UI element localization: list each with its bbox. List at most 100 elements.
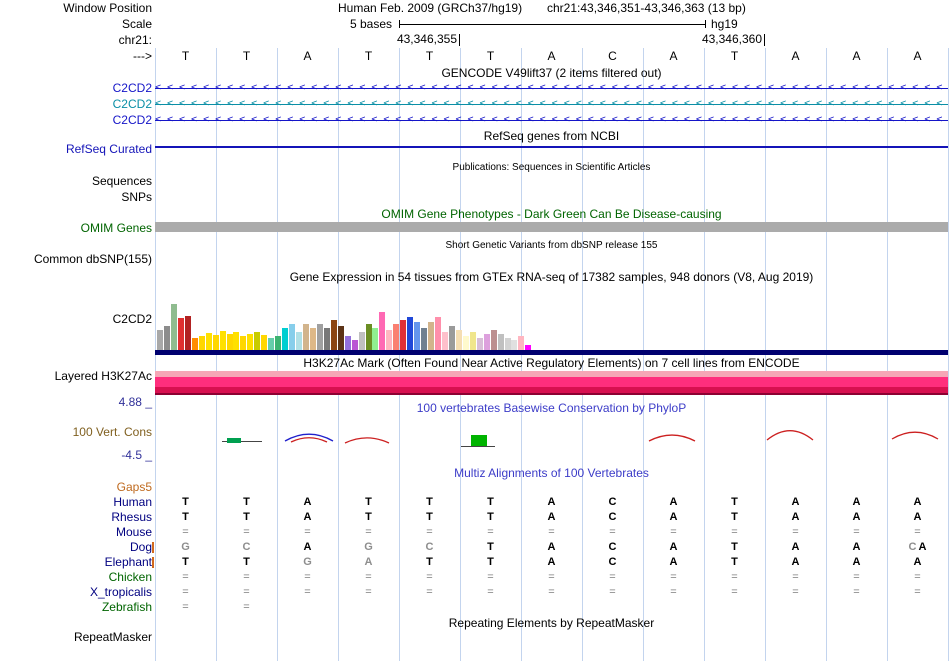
- gtex-expression-bar[interactable]: [400, 320, 407, 350]
- gtex-expression-bar[interactable]: [163, 326, 170, 350]
- gtex-expression-bar[interactable]: [170, 304, 177, 350]
- snps-label[interactable]: SNPs: [121, 190, 152, 204]
- common-dbsnp-label[interactable]: Common dbSNP(155): [33, 252, 152, 266]
- gtex-expression-bar[interactable]: [497, 334, 504, 350]
- alignment-base: =: [487, 586, 494, 598]
- refseq-curated-label[interactable]: RefSeq Curated: [65, 142, 152, 156]
- species-label-mouse[interactable]: Mouse: [115, 525, 152, 539]
- alignment-base: [887, 600, 948, 615]
- layered-h3k27ac-label[interactable]: Layered H3K27Ac: [54, 369, 152, 383]
- alignment-base: [521, 600, 582, 615]
- gtex-expression-bar[interactable]: [330, 320, 337, 350]
- gtex-expression-bar[interactable]: [407, 317, 414, 350]
- species-label-chicken[interactable]: Chicken: [108, 570, 152, 584]
- gtex-expression-bar[interactable]: [289, 324, 296, 350]
- gtex-expression-bar[interactable]: [282, 328, 289, 350]
- species-label-human[interactable]: Human: [113, 495, 152, 509]
- gtex-expression-bar[interactable]: [184, 316, 191, 350]
- gtex-expression-bar[interactable]: [372, 328, 379, 350]
- gtex-expression-bar[interactable]: [386, 330, 393, 350]
- gtex-gene-label[interactable]: C2CD2: [112, 312, 152, 326]
- gtex-expression-bar[interactable]: [247, 334, 254, 350]
- gtex-expression-bar[interactable]: [483, 334, 490, 350]
- strand-arrow[interactable]: --->: [133, 49, 152, 63]
- gtex-expression-bar[interactable]: [268, 338, 275, 350]
- alignment-base: A: [913, 511, 922, 523]
- gtex-expression-bar[interactable]: [469, 332, 476, 350]
- gtex-expression-bar[interactable]: [351, 340, 358, 350]
- gtex-expression-bar[interactable]: [490, 330, 497, 350]
- publications-track-title: Publications: Sequences in Scientific Ar…: [452, 162, 651, 173]
- gtex-expression-bar[interactable]: [337, 326, 344, 350]
- gtex-expression-bar[interactable]: [511, 340, 518, 350]
- gtex-expression-bar[interactable]: [302, 324, 309, 350]
- species-label-elephant[interactable]: Elephant: [104, 555, 152, 569]
- gtex-expression-bar[interactable]: [518, 336, 525, 350]
- gtex-expression-bar[interactable]: [296, 332, 302, 350]
- gtex-expression-bar[interactable]: [344, 336, 351, 350]
- alignment-base: [338, 600, 399, 615]
- gtex-track-title: Gene Expression in 54 tissues from GTEx …: [289, 270, 814, 284]
- alignment-base: T: [487, 556, 494, 568]
- gene-label-c2cd2[interactable]: C2CD2: [112, 113, 152, 127]
- gtex-expression-bar[interactable]: [240, 336, 247, 350]
- sequences-label[interactable]: Sequences: [91, 174, 152, 188]
- gtex-expression-bar[interactable]: [414, 322, 421, 350]
- refseq-gene-line[interactable]: [155, 146, 948, 148]
- gaps-row-label[interactable]: Gaps5: [116, 480, 152, 494]
- gene-label-c2cd2[interactable]: C2CD2: [112, 81, 152, 95]
- gtex-expression-bar[interactable]: [219, 331, 226, 350]
- species-label-zebrafish[interactable]: Zebrafish: [101, 600, 152, 614]
- gtex-expression-bar[interactable]: [323, 328, 330, 350]
- h3k27ac-signal[interactable]: [155, 371, 948, 395]
- gtex-bar-chart[interactable]: [155, 290, 948, 350]
- gtex-expression-bar[interactable]: [205, 333, 212, 350]
- species-label-x_tropicalis[interactable]: X_tropicalis: [89, 585, 152, 599]
- gtex-expression-bar[interactable]: [157, 330, 163, 350]
- gtex-expression-bar[interactable]: [365, 324, 372, 350]
- gtex-expression-bar[interactable]: [198, 336, 205, 350]
- gene-transcript[interactable]: <<<<<<<<<<<<<<<<<<<<<<<<<<<<<<<<<<<<<<<<…: [155, 96, 948, 112]
- repeatmasker-label[interactable]: RepeatMasker: [73, 630, 152, 644]
- gencode-track[interactable]: C2CD2 <<<<<<<<<<<<<<<<<<<<<<<<<<<<<<<<<<<…: [0, 80, 950, 128]
- gtex-gene-model-bar[interactable]: [155, 350, 948, 355]
- gtex-expression-bar[interactable]: [309, 328, 316, 350]
- gtex-expression-bar[interactable]: [448, 326, 455, 350]
- gtex-expression-bar[interactable]: [435, 317, 441, 350]
- gtex-expression-bar[interactable]: [504, 338, 511, 350]
- gtex-expression-bar[interactable]: [261, 335, 268, 350]
- conservation-wiggle[interactable]: [155, 400, 948, 458]
- gtex-expression-bar[interactable]: [233, 332, 240, 350]
- gtex-expression-bar[interactable]: [191, 338, 198, 350]
- scale-value: 5 bases: [349, 17, 392, 31]
- gtex-expression-bar[interactable]: [226, 334, 233, 350]
- gtex-expression-bar[interactable]: [428, 322, 435, 350]
- gtex-expression-bar[interactable]: [212, 335, 219, 350]
- gtex-expression-bar[interactable]: [421, 328, 428, 350]
- gtex-expression-bar[interactable]: [275, 336, 282, 350]
- gtex-expression-bar[interactable]: [476, 338, 483, 350]
- gtex-expression-bar[interactable]: [462, 336, 469, 350]
- gene-label-c2cd2[interactable]: C2CD2: [112, 97, 152, 111]
- gtex-expression-bar[interactable]: [358, 332, 365, 350]
- gtex-expression-bar[interactable]: [254, 332, 261, 350]
- phylop-track-label[interactable]: 100 Vert. Cons: [72, 425, 152, 439]
- species-label-dog[interactable]: Dog: [129, 540, 152, 554]
- gtex-expression-bar[interactable]: [316, 324, 323, 350]
- alignment-base: [826, 600, 887, 615]
- omim-genes-label[interactable]: OMIM Genes: [80, 221, 152, 235]
- gtex-expression-bar[interactable]: [455, 330, 462, 350]
- gtex-expression-bar[interactable]: [393, 324, 400, 350]
- gtex-expression-bar[interactable]: [525, 345, 532, 350]
- alignment-base: =: [731, 586, 738, 598]
- gtex-expression-bar[interactable]: [177, 318, 184, 350]
- species-label-rhesus[interactable]: Rhesus: [111, 510, 152, 524]
- alignment-base: =: [487, 526, 494, 538]
- gtex-expression-bar[interactable]: [379, 312, 386, 350]
- alignment-base: =: [304, 586, 311, 598]
- gtex-expression-bar[interactable]: [441, 332, 448, 350]
- coordinate-left: 43,346,355: [396, 32, 457, 46]
- omim-gene-bar[interactable]: [155, 222, 948, 232]
- gene-transcript[interactable]: <<<<<<<<<<<<<<<<<<<<<<<<<<<<<<<<<<<<<<<<…: [155, 80, 948, 96]
- gene-transcript[interactable]: <<<<<<<<<<<<<<<<<<<<<<<<<<<<<<<<<<<<<<<<…: [155, 112, 948, 128]
